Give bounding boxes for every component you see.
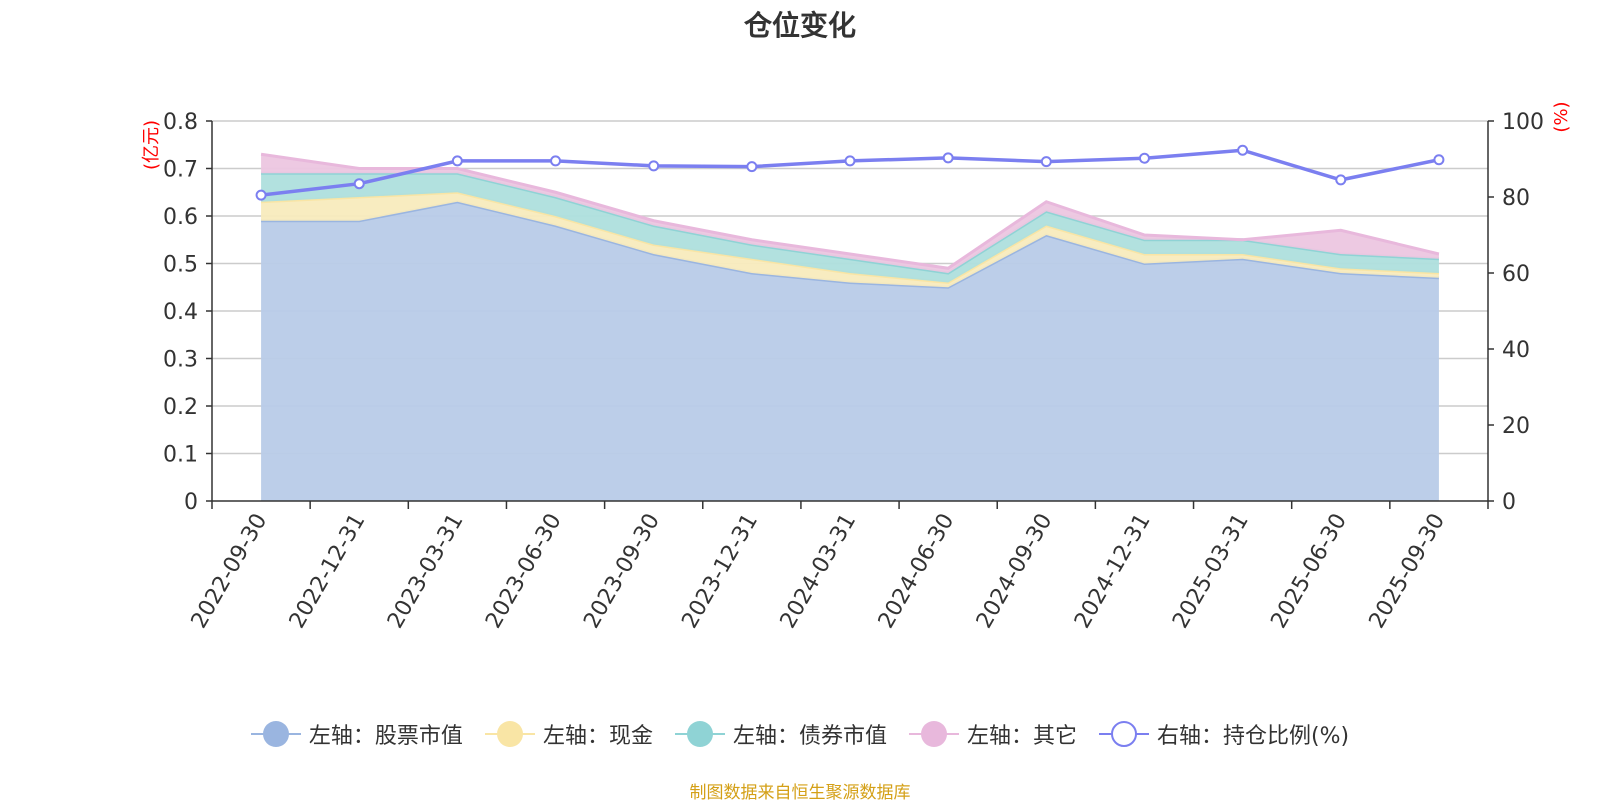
x-tick-label: 2024-09-30 xyxy=(972,510,1058,633)
chart-title: 仓位变化 xyxy=(743,9,856,42)
x-tick-label: 2022-09-30 xyxy=(187,510,273,633)
x-tick-label: 2023-06-30 xyxy=(481,510,567,633)
legend-label-bond: 左轴：债券市值 xyxy=(732,724,887,749)
chart-legend: 左轴：股票市值 左轴：现金 左轴：债券市值 左轴：其它 右轴：持仓比例(%) xyxy=(0,718,1600,750)
right-tick-label: 80 xyxy=(1502,186,1530,211)
right-tick-label: 100 xyxy=(1502,110,1544,135)
legend-item-ratio[interactable]: 右轴：持仓比例(%) xyxy=(1098,718,1350,750)
legend-item-bond[interactable]: 左轴：债券市值 xyxy=(674,718,887,750)
ratio-point xyxy=(1335,174,1347,186)
left-tick-label: 0.2 xyxy=(163,395,198,420)
legend-label-ratio: 右轴：持仓比例(%) xyxy=(1156,724,1350,749)
area-series-0 xyxy=(261,201,1439,501)
right-axis-unit: (%) xyxy=(1551,101,1572,132)
x-tick-label: 2024-12-31 xyxy=(1070,510,1156,633)
legend-label-stock: 左轴：股票市值 xyxy=(308,724,463,749)
legend-item-other[interactable]: 左轴：其它 xyxy=(908,718,1077,750)
legend-stock-icon xyxy=(250,719,301,749)
right-tick-label: 60 xyxy=(1502,262,1530,287)
data-source-note: 制图数据来自恒生聚源数据库 xyxy=(689,783,911,803)
x-tick-label: 2024-06-30 xyxy=(874,510,960,633)
left-tick-label: 0 xyxy=(184,490,198,515)
legend-item-cash[interactable]: 左轴：现金 xyxy=(484,718,653,750)
ratio-point xyxy=(451,155,463,167)
legend-bond-icon xyxy=(674,719,725,749)
legend-other-icon xyxy=(908,719,959,749)
x-tick-label: 2025-06-30 xyxy=(1266,510,1352,633)
left-tick-label: 0.3 xyxy=(163,348,198,373)
x-tick-label: 2025-09-30 xyxy=(1365,510,1451,633)
legend-label-cash: 左轴：现金 xyxy=(542,724,653,749)
ratio-point xyxy=(1138,152,1150,164)
left-tick-label: 0.4 xyxy=(163,300,198,325)
ratio-point xyxy=(1433,154,1445,166)
legend-label-other: 左轴：其它 xyxy=(966,724,1077,749)
legend-cash-icon xyxy=(484,719,535,749)
ratio-point xyxy=(353,178,365,190)
x-tick-label: 2023-12-31 xyxy=(677,510,763,633)
ratio-point xyxy=(746,161,758,173)
ratio-point xyxy=(942,152,954,164)
x-tick-label: 2025-03-31 xyxy=(1168,510,1254,633)
ratio-point xyxy=(648,160,660,172)
left-axis-unit: (亿元) xyxy=(141,120,162,170)
left-tick-label: 0.8 xyxy=(163,110,198,135)
x-tick-label: 2024-03-31 xyxy=(776,510,862,633)
ratio-point xyxy=(844,155,856,167)
left-tick-label: 0.1 xyxy=(163,443,198,468)
ratio-point xyxy=(1237,144,1249,156)
area-series-2 xyxy=(261,173,1439,283)
right-tick-label: 40 xyxy=(1502,338,1530,363)
ratio-point xyxy=(550,155,562,167)
legend-item-stock[interactable]: 左轴：股票市值 xyxy=(250,718,463,750)
left-tick-label: 0.5 xyxy=(163,253,198,278)
right-tick-label: 0 xyxy=(1502,490,1516,515)
legend-ratio-icon xyxy=(1098,719,1149,749)
ratio-point xyxy=(1040,156,1052,168)
x-tick-label: 2022-12-31 xyxy=(285,510,371,633)
x-tick-label: 2023-09-30 xyxy=(579,510,665,633)
right-tick-label: 20 xyxy=(1502,414,1530,439)
left-tick-label: 0.6 xyxy=(163,205,198,230)
ratio-point xyxy=(255,189,267,201)
area-line-3 xyxy=(260,152,1440,270)
x-tick-label: 2023-03-31 xyxy=(383,510,469,633)
left-tick-label: 0.7 xyxy=(163,158,198,183)
